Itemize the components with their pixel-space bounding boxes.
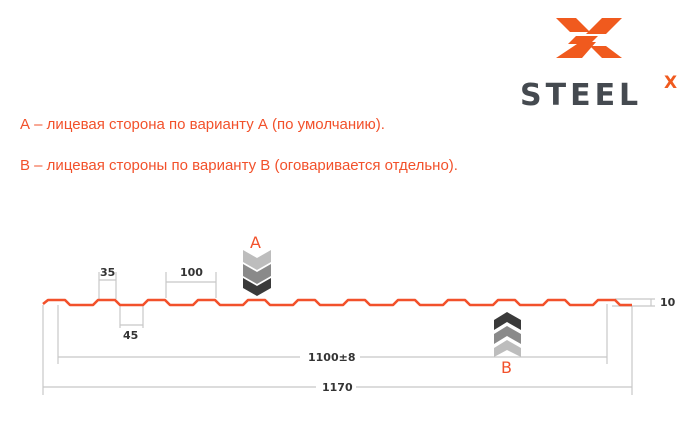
- sheet-profile: [42, 298, 632, 307]
- note-side-a: А – лицевая сторона по варианту А (по ум…: [20, 116, 385, 133]
- dim-height: 10: [660, 296, 676, 309]
- steelx-logo: STEEL X: [520, 18, 677, 113]
- logo-superscript: X: [664, 73, 677, 93]
- dim-rib-pitch: 100: [180, 266, 203, 279]
- dim-useful-width: 1100±8: [308, 351, 356, 364]
- side-a-chevrons-icon: [243, 250, 271, 296]
- dim-rib-bottom: 45: [123, 329, 138, 342]
- note-side-b: В – лицевая стороны по варианту В (огова…: [20, 157, 458, 174]
- side-b-label: B: [501, 358, 512, 377]
- side-b-chevrons-icon: [494, 312, 521, 357]
- dim-total-width: 1170: [322, 381, 353, 394]
- logo-x-mark: [556, 18, 622, 58]
- side-a-label: A: [250, 233, 261, 252]
- dim-rib-top: 35: [100, 266, 115, 279]
- logo-text: STEEL: [520, 78, 642, 113]
- dimension-lines: [42, 272, 655, 395]
